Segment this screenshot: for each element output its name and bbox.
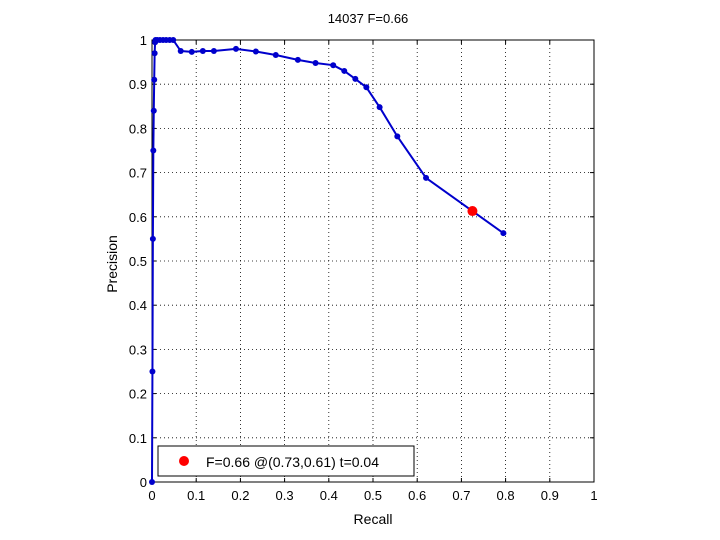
y-axis-label: Precision bbox=[104, 235, 120, 293]
data-point bbox=[177, 48, 184, 55]
x-tick-label: 0.5 bbox=[364, 488, 382, 503]
data-point bbox=[500, 230, 507, 237]
data-point bbox=[341, 67, 348, 74]
y-tick-label: 0.5 bbox=[129, 254, 147, 269]
y-tick-label: 0 bbox=[140, 475, 147, 490]
y-tick-label: 0.2 bbox=[129, 387, 147, 402]
y-tick-label: 0.6 bbox=[129, 210, 147, 225]
data-point bbox=[252, 48, 259, 55]
data-point bbox=[150, 107, 157, 114]
x-tick-label: 0 bbox=[148, 488, 155, 503]
x-tick-label: 0.6 bbox=[408, 488, 426, 503]
legend-marker bbox=[179, 456, 189, 466]
data-point bbox=[199, 48, 206, 55]
legend-box bbox=[157, 445, 415, 477]
y-tick-label: 1 bbox=[140, 33, 147, 48]
y-tick-label: 0.3 bbox=[129, 342, 147, 357]
data-point bbox=[294, 56, 301, 63]
data-point bbox=[149, 479, 155, 485]
series bbox=[149, 37, 507, 485]
y-tick-label: 0.4 bbox=[129, 298, 147, 313]
data-point bbox=[150, 147, 157, 154]
data-point bbox=[232, 45, 239, 52]
x-tick-label: 0.3 bbox=[276, 488, 294, 503]
data-point bbox=[272, 52, 279, 59]
x-tick-label: 0.8 bbox=[497, 488, 515, 503]
data-point bbox=[330, 62, 337, 69]
data-point bbox=[394, 133, 401, 140]
data-point bbox=[151, 76, 158, 83]
data-point bbox=[149, 368, 156, 375]
data-point bbox=[352, 75, 359, 82]
y-tick-label: 0.1 bbox=[129, 431, 147, 446]
x-tick-label: 0.2 bbox=[231, 488, 249, 503]
x-tick-label: 0.1 bbox=[187, 488, 205, 503]
x-tick-label: 0.9 bbox=[541, 488, 559, 503]
y-tick-label: 0.9 bbox=[129, 77, 147, 92]
highlight bbox=[467, 206, 478, 217]
chart-title: 14037 F=0.66 bbox=[328, 11, 409, 26]
y-tick-label: 0.8 bbox=[129, 121, 147, 136]
legend: F=0.66 @(0.73,0.61) t=0.04 bbox=[157, 445, 415, 477]
data-point bbox=[210, 48, 217, 55]
data-point bbox=[312, 59, 319, 66]
x-tick-label: 0.4 bbox=[320, 488, 338, 503]
axis-ticks: 0 0.1 0.2 0.3 0.4 0.5 0.6 0.7 0.8 0.9 1 0 0.1 0.2 0.3 0… bbox=[129, 33, 598, 503]
data-point bbox=[423, 174, 430, 181]
data-point bbox=[170, 37, 177, 43]
data-point bbox=[376, 104, 383, 111]
x-tick-label: 1 bbox=[590, 488, 597, 503]
grid bbox=[152, 40, 594, 482]
best-f-point bbox=[467, 206, 478, 217]
x-tick-label: 0.7 bbox=[452, 488, 470, 503]
data-point bbox=[151, 50, 158, 57]
data-point bbox=[363, 84, 370, 91]
data-point bbox=[149, 235, 156, 242]
x-axis-label: Recall bbox=[354, 511, 393, 527]
data-point bbox=[188, 48, 195, 55]
legend-label: F=0.66 @(0.73,0.61) t=0.04 bbox=[206, 454, 379, 470]
y-tick-label: 0.7 bbox=[129, 166, 147, 181]
